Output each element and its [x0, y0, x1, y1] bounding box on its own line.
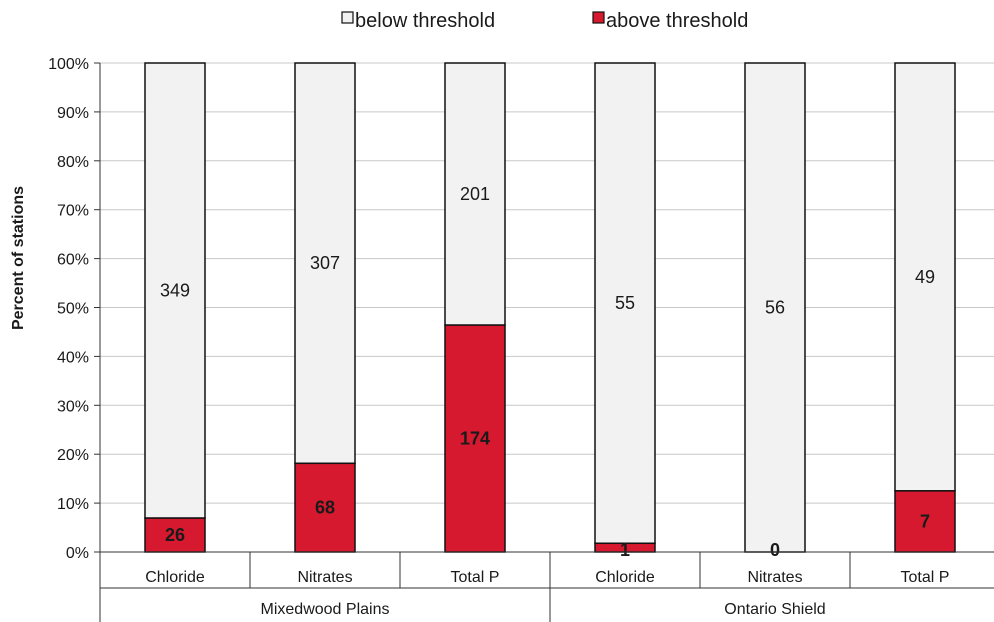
bar-below-threshold: [444, 62, 506, 326]
bar-above-threshold: [294, 462, 356, 553]
x-tick-label: Nitrates: [747, 569, 802, 586]
data-label-below: 49: [915, 267, 935, 287]
y-axis-label: Percent of stations: [10, 186, 27, 330]
x-tick-label: Nitrates: [297, 569, 352, 586]
data-label-below: 201: [460, 184, 490, 204]
y-tick-label: 10%: [57, 496, 89, 513]
y-tick-label: 80%: [57, 154, 89, 171]
legend-swatch: [341, 11, 354, 24]
data-label-below: 55: [615, 293, 635, 313]
bar-below-threshold: [594, 62, 656, 545]
y-tick-label: 0%: [66, 545, 89, 562]
y-tick-label: 90%: [57, 105, 89, 122]
legend-label: above threshold: [606, 10, 748, 32]
data-label-above: 68: [315, 498, 335, 518]
data-label-above: 26: [165, 525, 185, 545]
group-label: Mixedwood Plains: [261, 601, 390, 618]
y-tick-label: 20%: [57, 447, 89, 464]
data-label-below: 56: [765, 298, 785, 318]
data-label-above: 7: [920, 511, 930, 531]
data-label-above: 0: [770, 540, 780, 560]
bar-below-threshold: [144, 62, 206, 519]
x-tick-label: Chloride: [595, 569, 655, 586]
bar-above-threshold: [894, 490, 956, 553]
data-label-above: 174: [460, 429, 490, 449]
y-tick-label: 50%: [57, 301, 89, 318]
x-tick-label: Total P: [451, 569, 500, 586]
bar-above-threshold: [444, 324, 506, 553]
bar-above-threshold: [144, 517, 206, 553]
axes: 0% 10% 20% 30% 40% 50% 60% 70% 80% 90% 100% Chlorid…: [48, 56, 994, 622]
legend-label: below threshold: [355, 10, 495, 32]
data-label-above: 1: [620, 540, 630, 560]
bars: 349 26 307 68 201 174 55 1 56 0 49 7: [144, 62, 956, 560]
x-tick-label: Chloride: [145, 569, 205, 586]
bar-below-threshold: [744, 62, 806, 553]
legend-swatch: [592, 11, 605, 24]
y-tick-label: 40%: [57, 349, 89, 366]
gridlines: [100, 62, 994, 504]
data-label-below: 349: [160, 281, 190, 301]
x-tick-label: Total P: [901, 569, 950, 586]
y-tick-label: 70%: [57, 203, 89, 220]
data-label-below: 307: [310, 253, 340, 273]
group-label: Ontario Shield: [724, 601, 825, 618]
y-tick-label: 60%: [57, 252, 89, 269]
y-tick-label: 30%: [57, 398, 89, 415]
legend: below threshold above threshold: [341, 10, 748, 32]
y-tick-label: 100%: [48, 56, 89, 73]
